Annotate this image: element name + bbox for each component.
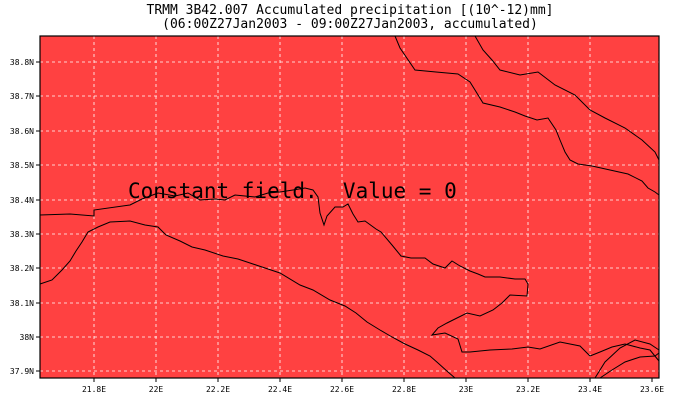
lon-label: 23E xyxy=(459,385,474,394)
lon-label: 22.6E xyxy=(330,385,354,394)
lat-label: 38.1N xyxy=(10,299,34,308)
lat-label: 38.5N xyxy=(10,161,34,170)
lon-label: 23.6E xyxy=(640,385,664,394)
constant-field-message: Constant field. Value = 0 xyxy=(128,179,457,203)
map-title: TRMM 3B42.007 Accumulated precipitation … xyxy=(0,4,700,32)
graticule xyxy=(40,36,659,378)
lat-label: 38.4N xyxy=(10,196,34,205)
lat-label: 38N xyxy=(20,333,35,342)
lat-label: 38.2N xyxy=(10,264,34,273)
lon-label: 21.8E xyxy=(82,385,106,394)
lon-label: 22.2E xyxy=(206,385,230,394)
coastlines xyxy=(39,35,660,379)
lat-label: 38.8N xyxy=(10,58,34,67)
lon-labels: 21.8E 22E 22.2E 22.4E 22.6E 22.8E 23E 23… xyxy=(82,385,664,394)
lat-label: 38.6N xyxy=(10,127,34,136)
map-frame xyxy=(39,35,660,379)
title-line-1: TRMM 3B42.007 Accumulated precipitation … xyxy=(146,3,554,18)
lon-label: 22.4E xyxy=(268,385,292,394)
lon-ticks xyxy=(93,378,653,382)
lon-label: 22E xyxy=(149,385,164,394)
lat-labels: 38.8N 38.7N 38.6N 38.5N 38.4N 38.3N 38.2… xyxy=(10,58,34,376)
lat-label: 38.7N xyxy=(10,92,34,101)
lat-label: 37.9N xyxy=(10,367,34,376)
lon-label: 22.8E xyxy=(392,385,416,394)
lon-label: 23.4E xyxy=(578,385,602,394)
lat-ticks xyxy=(36,61,40,372)
title-line-2: (06:00Z27Jan2003 - 09:00Z27Jan2003, accu… xyxy=(162,17,538,32)
lon-label: 23.2E xyxy=(516,385,540,394)
lat-label: 38.3N xyxy=(10,230,34,239)
